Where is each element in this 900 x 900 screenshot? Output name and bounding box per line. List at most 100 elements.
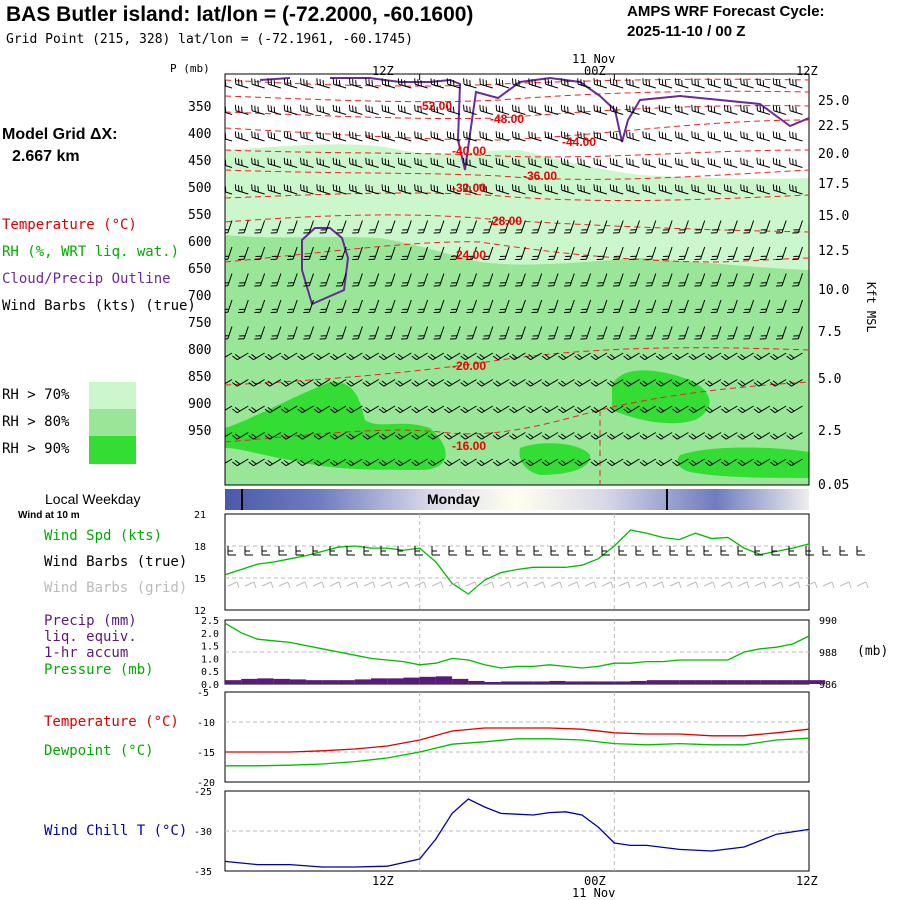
surface-wind-barb-true: [465, 546, 474, 556]
wind-barb: [770, 458, 787, 467]
wind-barb: [509, 405, 526, 414]
wind-barb: [395, 405, 412, 414]
surface-wind-barb-true: [822, 546, 831, 556]
precip-ytick: 0.5: [201, 667, 219, 678]
wind-barb: [531, 273, 543, 287]
pressure-tick: 800: [188, 343, 211, 358]
wind-barb: [775, 246, 787, 261]
wind-barb: [466, 326, 477, 340]
wind-barb: [593, 104, 608, 115]
wind-barb: [286, 299, 298, 314]
surface-wind-barb-grid: [482, 581, 495, 589]
surface-wind-barb-grid: [839, 581, 852, 589]
surface-wind-barb-grid: [448, 581, 461, 589]
precip-label-2: liq. equiv.: [44, 629, 137, 645]
wind-barb: [688, 432, 705, 440]
wind-barb: [234, 104, 249, 115]
wind-barb: [332, 131, 347, 142]
wind-barb: [674, 131, 689, 142]
wind-barb: [639, 379, 657, 387]
wind-barb: [694, 220, 706, 234]
rh90-swatch: [89, 436, 136, 464]
surface-wind-barb-true: [788, 546, 797, 556]
wind-barb: [303, 220, 314, 234]
wind-barb: [629, 299, 640, 314]
wind-barb: [234, 157, 249, 168]
wind-barb: [378, 458, 396, 467]
wind-barb: [430, 104, 445, 115]
windchill-line: [224, 798, 810, 868]
wind-barb: [607, 432, 624, 440]
wind-barb: [593, 78, 608, 89]
rh-fills: [225, 74, 809, 485]
wind-barb: [316, 131, 330, 142]
wind-barb: [607, 352, 624, 361]
wind-barb: [629, 326, 640, 340]
wind-barb: [427, 405, 445, 414]
wind-barb: [397, 157, 412, 168]
wind-barb: [704, 379, 722, 387]
wind-barb: [609, 104, 624, 115]
wind-barb: [655, 405, 673, 414]
surface-wind-barb-grid: [261, 581, 274, 589]
wind-barb: [626, 104, 640, 115]
wind-barb: [411, 432, 428, 440]
wind-barb: [479, 104, 493, 115]
wind-barb: [300, 184, 314, 195]
wind-barb: [346, 458, 363, 467]
surface-wind-barb-true: [278, 546, 287, 556]
wind-barb: [509, 379, 526, 387]
wind-barb: [495, 184, 510, 195]
precip-label: Precip (mm): [44, 613, 137, 629]
wind-barb: [792, 326, 803, 340]
wind-barb: [531, 246, 543, 261]
wind-barb: [251, 157, 265, 168]
wind-barb: [672, 405, 689, 414]
wind-barb: [329, 405, 347, 414]
precip-bar: [517, 681, 534, 684]
wind-barb: [479, 78, 493, 89]
wind-barb: [352, 299, 363, 314]
pressure-unit-label: (mb): [857, 644, 889, 659]
wind-barb: [710, 273, 722, 287]
surface-wind-barb-true: [652, 546, 661, 556]
wind-barb: [433, 299, 445, 314]
wind-barb: [626, 78, 640, 89]
wind-barb: [753, 458, 771, 467]
wind-barb: [365, 157, 379, 168]
rh70-swatch: [89, 382, 136, 409]
wind-barb: [319, 299, 331, 314]
temp-ytick: -15: [197, 748, 215, 759]
precip-bar: [371, 678, 388, 684]
top-date-label: 11 Nov: [572, 52, 616, 66]
wind-barb: [329, 379, 347, 387]
wind-barb: [251, 131, 265, 142]
wind-barb: [759, 299, 771, 314]
wind-barb: [612, 273, 624, 287]
surface-wind-barb-grid: [329, 581, 342, 589]
wind-barb: [433, 326, 445, 340]
wind-barb: [446, 78, 461, 89]
wind-barb: [362, 458, 379, 467]
wind-barb: [786, 432, 803, 440]
wind-barb: [560, 78, 575, 89]
wind-barb: [316, 184, 330, 195]
wind-barb: [743, 299, 755, 314]
wind-barb: [430, 184, 445, 195]
wind-barb: [463, 157, 477, 168]
wind-barb: [463, 78, 477, 89]
wind-barb: [267, 184, 282, 195]
temp-ytick: -20: [197, 778, 215, 789]
surface-wind-barb-true: [244, 546, 253, 556]
wind-barb: [792, 220, 803, 234]
wind-barb: [574, 432, 591, 440]
wind-barb: [368, 326, 380, 340]
wind-barb: [723, 131, 738, 142]
precip-bar: [225, 680, 242, 684]
wind-barb: [558, 405, 575, 414]
wind-barb: [313, 379, 331, 387]
wind-barb: [281, 405, 298, 414]
wind-barb: [283, 157, 298, 168]
wind-barb: [623, 379, 640, 387]
wind-barb: [607, 379, 624, 387]
